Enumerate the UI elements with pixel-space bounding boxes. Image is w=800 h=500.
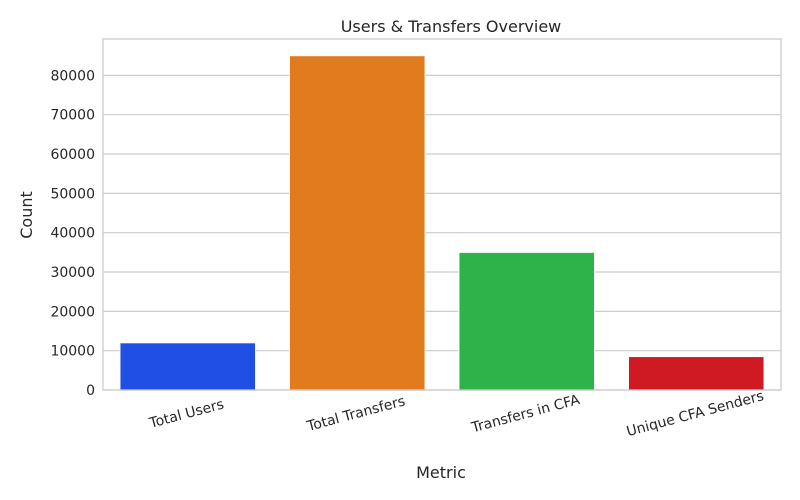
y-tick-label: 20000: [50, 304, 95, 320]
bar-total-users: [119, 342, 257, 391]
chart-title: Users & Transfers Overview: [341, 17, 562, 36]
x-axis-ticks: Total Users Total Transfers Transfers in C…: [147, 388, 766, 440]
bar-transfers-in-cfa: [458, 251, 596, 391]
y-axis-ticks: 0 10000 20000 30000 40000 50000 60000 70000 8000…: [50, 68, 95, 399]
bar-unique-cfa-senders: [627, 356, 765, 391]
y-tick-label: 60000: [50, 147, 95, 163]
x-tick-label: Unique CFA Senders: [625, 388, 766, 440]
plot-border: [102, 38, 782, 391]
plot-frame: [102, 38, 782, 391]
y-tick-label: 30000: [50, 265, 95, 281]
y-axis-label: Count: [17, 191, 36, 239]
y-tick-label: 10000: [50, 344, 95, 360]
x-axis-label: Metric: [416, 463, 466, 482]
bar-total-transfers: [288, 55, 426, 391]
y-tick-label: 70000: [50, 108, 95, 124]
y-tick-label: 80000: [50, 68, 95, 84]
y-tick-label: 0: [86, 383, 95, 399]
x-tick-label: Total Transfers: [305, 393, 407, 435]
bars: [119, 55, 765, 391]
x-tick-label: Transfers in CFA: [469, 392, 582, 437]
x-tick-label: Total Users: [147, 397, 226, 432]
y-tick-label: 40000: [50, 226, 95, 242]
y-tick-label: 50000: [50, 186, 95, 202]
